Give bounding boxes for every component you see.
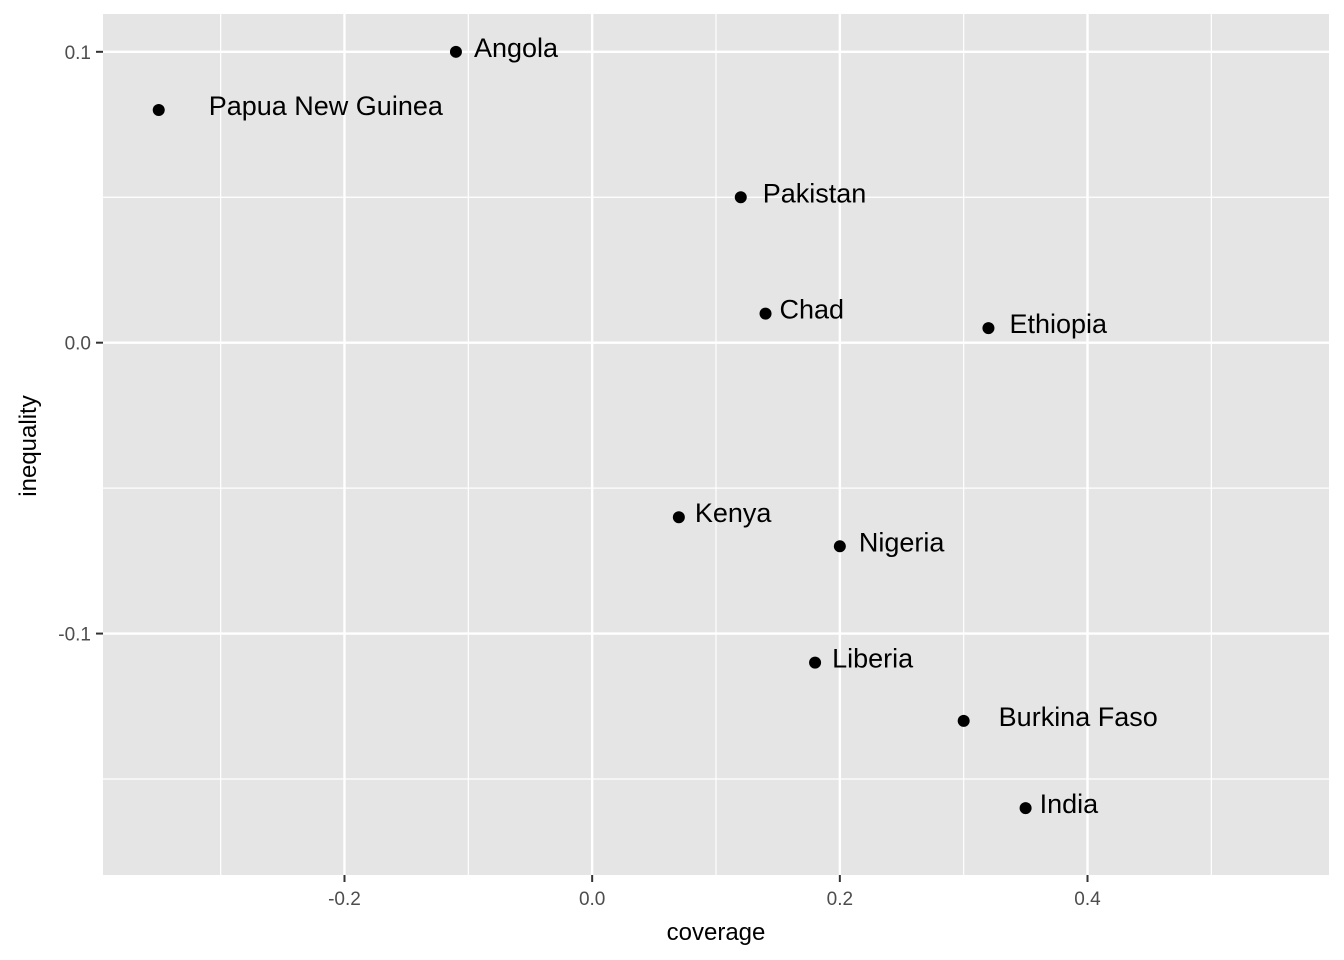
x-tick-label: -0.2: [328, 889, 361, 910]
x-tick-label: 0.4: [1074, 889, 1101, 910]
data-point: [672, 511, 685, 524]
data-point: [152, 103, 165, 116]
data-point: [734, 191, 747, 204]
point-label: India: [1040, 789, 1100, 819]
major-gridlines: [103, 14, 1329, 875]
point-label: Liberia: [832, 644, 914, 674]
point-label: Ethiopia: [1009, 309, 1108, 339]
axis-ticks: -0.2 0.0 0.2 0.4 0.1 0.0 -0.1: [58, 43, 1101, 910]
y-tick-label: 0.0: [65, 334, 91, 355]
point-labels: Angola Papua New Guinea Pakistan Chad Ethiop…: [209, 33, 1158, 819]
x-axis-title: coverage: [667, 919, 766, 946]
x-tick-label: 0.2: [827, 889, 853, 910]
data-point: [759, 307, 772, 320]
data-point: [809, 656, 822, 669]
data-point: [982, 322, 995, 335]
data-point: [833, 540, 846, 553]
data-point: [449, 45, 462, 58]
point-label: Nigeria: [859, 527, 946, 557]
y-tick-label: 0.1: [65, 43, 91, 64]
point-label: Papua New Guinea: [209, 91, 444, 121]
y-axis-title: inequality: [15, 395, 42, 496]
point-label: Burkina Faso: [999, 702, 1158, 732]
point-label: Chad: [780, 295, 845, 325]
data-point: [1019, 802, 1032, 815]
point-label: Kenya: [695, 498, 773, 528]
data-points: [152, 45, 1032, 815]
point-label: Pakistan: [763, 178, 867, 208]
point-label: Angola: [474, 33, 559, 63]
minor-gridlines: [103, 14, 1329, 875]
data-point: [957, 714, 970, 727]
x-tick-label: 0.0: [579, 889, 605, 910]
y-tick-label: -0.1: [58, 625, 91, 646]
